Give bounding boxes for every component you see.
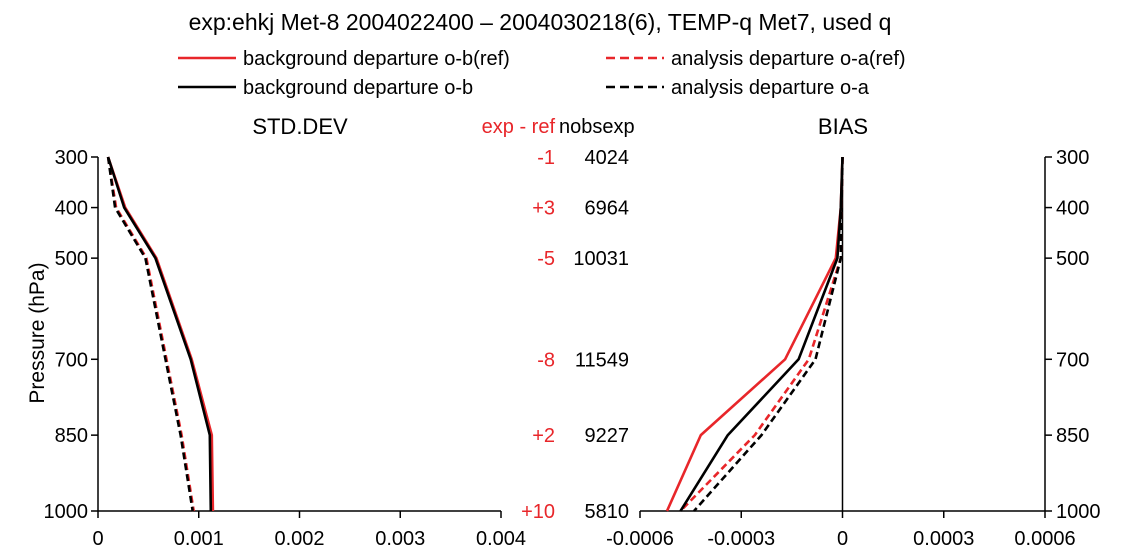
nobsexp-value: 9227 bbox=[585, 425, 630, 447]
left-y-tick-label: 500 bbox=[55, 248, 88, 270]
nobsexp-value: 5810 bbox=[585, 501, 630, 523]
exp-minus-ref-header: exp - ref bbox=[482, 116, 556, 138]
legend: background departure o-b(ref) analysis d… bbox=[178, 48, 906, 99]
right-y-tick-label: 700 bbox=[1056, 349, 1089, 371]
nobsexp-value: 4024 bbox=[585, 147, 630, 169]
right-y-tick-label: 850 bbox=[1056, 425, 1089, 447]
bias-x-tick-label: 0.0003 bbox=[913, 528, 974, 550]
chart-title: exp:ehkj Met-8 2004022400 – 2004030218(6… bbox=[189, 9, 892, 35]
y-axis-label: Pressure (hPa) bbox=[26, 262, 49, 403]
bias-line-dashed-exp bbox=[693, 156, 844, 512]
legend-label-ob: background departure o-b bbox=[243, 77, 473, 99]
std-x-tick-label: 0.002 bbox=[274, 528, 324, 550]
std-dev-axes: 0 0.001 0.002 0.003 0.004 300 400 500 700 850 1000 bbox=[44, 147, 527, 550]
bias-line-dashed-ref bbox=[679, 156, 844, 512]
legend-label-oaref: analysis departure o-a(ref) bbox=[671, 48, 906, 70]
bias-x-tick-label: -0.0006 bbox=[606, 528, 674, 550]
bias-axes: -0.0006 -0.0003 0 0.0003 0.0006 300 400 500 700 8… bbox=[606, 147, 1100, 550]
std-x-tick-label: 0.004 bbox=[476, 528, 526, 550]
right-y-tick-label: 500 bbox=[1056, 248, 1089, 270]
counts-column: -1 4024 +3 6964 -5 10031 -8 11549 +2 9227 +10 5810 bbox=[521, 147, 629, 523]
std-x-tick-label: 0.003 bbox=[375, 528, 425, 550]
std-line-solid-exp bbox=[106, 156, 213, 512]
bias-line-solid-exp bbox=[679, 156, 844, 512]
right-y-tick-label: 300 bbox=[1056, 147, 1089, 169]
std-x-tick-label: 0 bbox=[92, 528, 103, 550]
nobsexp-header: nobsexp bbox=[559, 116, 635, 138]
nobsexp-value: 6964 bbox=[585, 198, 630, 220]
legend-label-obref: background departure o-b(ref) bbox=[243, 48, 510, 70]
exp-minus-ref-value: -1 bbox=[537, 147, 555, 169]
exp-minus-ref-value: -5 bbox=[537, 248, 555, 270]
nobsexp-value: 11549 bbox=[575, 349, 629, 371]
left-y-tick-label: 1000 bbox=[44, 501, 89, 523]
exp-minus-ref-value: +3 bbox=[532, 198, 555, 220]
left-y-tick-label: 300 bbox=[55, 147, 88, 169]
right-y-tick-label: 400 bbox=[1056, 198, 1089, 220]
bias-x-tick-label: -0.0003 bbox=[707, 528, 775, 550]
bias-series bbox=[665, 156, 844, 512]
std-line-dashed-exp bbox=[106, 156, 194, 512]
std-dev-panel-title: STD.DEV bbox=[252, 114, 348, 139]
std-x-tick-label: 0.001 bbox=[174, 528, 224, 550]
exp-minus-ref-value: +10 bbox=[521, 501, 555, 523]
std-dev-series bbox=[106, 156, 215, 512]
bias-x-tick-label: 0.0006 bbox=[1014, 528, 1075, 550]
legend-label-oa: analysis departure o-a bbox=[671, 77, 870, 99]
exp-minus-ref-value: -8 bbox=[537, 349, 555, 371]
nobsexp-value: 10031 bbox=[573, 248, 629, 270]
exp-minus-ref-value: +2 bbox=[532, 425, 555, 447]
bias-x-tick-label: 0 bbox=[837, 528, 848, 550]
right-y-tick-label: 1000 bbox=[1056, 501, 1101, 523]
bias-panel-title: BIAS bbox=[818, 114, 868, 139]
left-y-tick-label: 850 bbox=[55, 425, 88, 447]
left-y-tick-label: 700 bbox=[55, 349, 88, 371]
left-y-tick-label: 400 bbox=[55, 198, 88, 220]
